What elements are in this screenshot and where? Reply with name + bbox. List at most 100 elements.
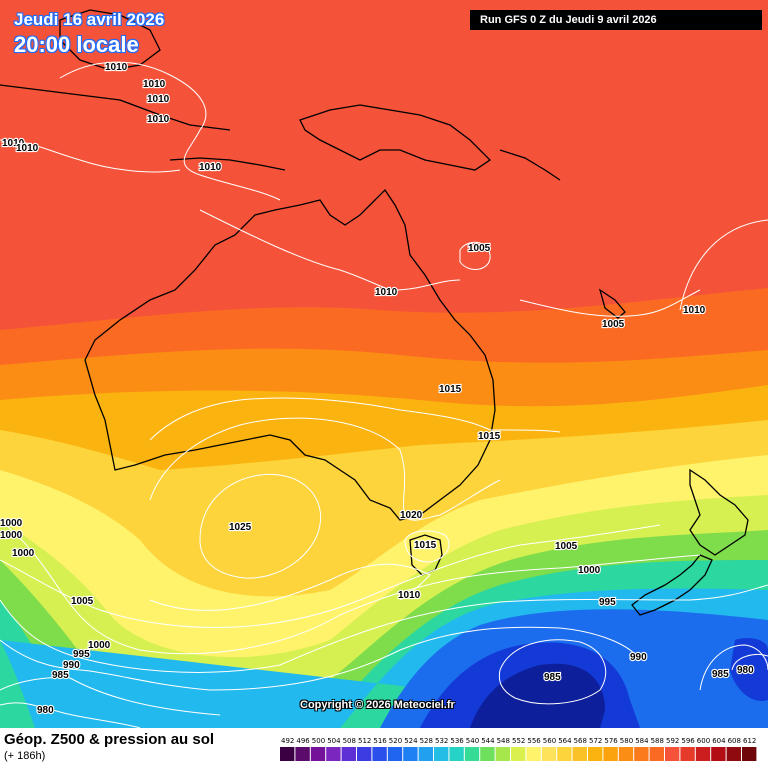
isobar-label: 1000 bbox=[0, 518, 23, 529]
scale-tick-label: 512 bbox=[358, 737, 371, 745]
scale-swatch bbox=[557, 747, 572, 761]
scale-tick-label: 584 bbox=[635, 737, 649, 745]
scale-tick-label: 612 bbox=[743, 737, 756, 745]
scale-tick-label: 540 bbox=[466, 737, 479, 745]
isobar-1005-east bbox=[519, 289, 701, 317]
isobar-1000-south bbox=[0, 519, 701, 655]
scale-tick-label: 568 bbox=[574, 737, 587, 745]
scale-swatch bbox=[372, 747, 387, 761]
isobar-label: 1010 bbox=[143, 79, 166, 90]
scale-swatch bbox=[618, 747, 634, 761]
isobar-label: 995 bbox=[599, 597, 616, 608]
indonesia-coast-1 bbox=[0, 84, 231, 131]
map-canvas: 1010 1010 1010 1010 1010 1010 1010 1005 … bbox=[0, 0, 768, 728]
scale-tick-label: 552 bbox=[512, 737, 525, 745]
scale-tick-label: 604 bbox=[712, 737, 726, 745]
isobar-label: 1015 bbox=[439, 384, 462, 395]
isobar-985-east bbox=[699, 644, 768, 691]
scale-tick-label: 580 bbox=[620, 737, 633, 745]
isobar-980-southwest bbox=[0, 702, 141, 728]
isobar-1005-south bbox=[0, 524, 661, 628]
scale-swatch bbox=[742, 747, 757, 761]
scale-swatch bbox=[572, 747, 587, 761]
scale-tick-label: 520 bbox=[389, 737, 402, 745]
scale-tick-label: 592 bbox=[666, 737, 679, 745]
isobar-990-south bbox=[0, 626, 641, 691]
scale-tick-label: 536 bbox=[450, 737, 464, 745]
scale-swatch bbox=[526, 747, 541, 761]
scale-swatch bbox=[464, 747, 480, 761]
scale-swatch bbox=[403, 747, 418, 761]
isobar-label: 985 bbox=[712, 669, 729, 680]
scale-tick-label: 560 bbox=[543, 737, 556, 745]
isobar-label: 1010 bbox=[2, 138, 25, 149]
isobar-label-layer: 1010 1010 1010 1010 1010 1010 1010 1005 … bbox=[0, 61, 755, 717]
scale-swatch bbox=[280, 747, 295, 761]
scale-swatch bbox=[541, 747, 557, 761]
scale-tick-label: 496 bbox=[296, 737, 310, 745]
new-caledonia-coast bbox=[598, 288, 626, 319]
scale-swatch bbox=[665, 747, 680, 761]
isobar-980-east bbox=[731, 654, 768, 671]
scale-swatch bbox=[434, 747, 449, 761]
isobar-label: 990 bbox=[630, 652, 647, 663]
isobar-1010-south bbox=[149, 563, 431, 611]
scale-tick-label: 588 bbox=[651, 737, 664, 745]
map-footer: Géop. Z500 & pression au sol (+ 186h) 49… bbox=[0, 728, 768, 768]
scale-swatch bbox=[726, 747, 741, 761]
scale-tick-label: 504 bbox=[327, 737, 341, 745]
scale-tick-label: 524 bbox=[404, 737, 418, 745]
scale-swatch bbox=[711, 747, 726, 761]
forecast-lead-time: (+ 186h) bbox=[4, 750, 46, 762]
scale-swatch bbox=[449, 747, 464, 761]
isobar-1025 bbox=[199, 473, 322, 579]
isobar-label: 1000 bbox=[0, 530, 23, 541]
scale-swatch bbox=[649, 747, 664, 761]
scale-tick-label: 492 bbox=[281, 737, 294, 745]
copyright-notice: Copyright © 2026 Meteociel.fr bbox=[300, 699, 455, 711]
isobar-1010-east bbox=[679, 219, 768, 311]
isobar-label: 1010 bbox=[199, 162, 222, 173]
chart-title: Géop. Z500 & pression au sol bbox=[4, 731, 215, 748]
isobars bbox=[0, 61, 768, 728]
isobar-label: 1000 bbox=[578, 565, 601, 576]
scale-tick-label: 548 bbox=[497, 737, 510, 745]
isobar-label: 1015 bbox=[478, 431, 501, 442]
isobar-label: 1000 bbox=[88, 640, 111, 651]
isobar-1015 bbox=[149, 397, 561, 441]
isobar-label: 1000 bbox=[12, 548, 35, 559]
isobar-label: 1005 bbox=[555, 541, 578, 552]
isobar-label: 985 bbox=[52, 670, 69, 681]
scale-swatch bbox=[387, 747, 403, 761]
scale-swatch bbox=[634, 747, 649, 761]
isobar-label: 1015 bbox=[414, 540, 437, 551]
scale-swatch bbox=[341, 747, 356, 761]
isobar-label: 1010 bbox=[105, 62, 128, 73]
color-scale-legend: 492 496 500 504 508 512 516 520 524 528 532 536 540 5… bbox=[280, 737, 757, 761]
isobar-985-low bbox=[498, 639, 607, 705]
isobar-1015-tas bbox=[404, 530, 450, 563]
isobar-1010-central bbox=[199, 209, 461, 291]
isobar-label: 990 bbox=[63, 660, 80, 671]
borneo-coast bbox=[59, 9, 161, 71]
isobar-label: 980 bbox=[37, 705, 54, 716]
scale-tick-label: 576 bbox=[604, 737, 618, 745]
isobar-1010-north bbox=[59, 61, 281, 201]
scale-tick-label: 500 bbox=[312, 737, 325, 745]
isobar-1005-loop bbox=[459, 241, 491, 270]
nz-north-coast bbox=[689, 468, 749, 556]
isobar-label: 1010 bbox=[398, 590, 421, 601]
solomon-coast bbox=[499, 149, 561, 181]
weather-map: 1010 1010 1010 1010 1010 1010 1010 1005 … bbox=[0, 0, 768, 728]
isobar-label: 1010 bbox=[147, 94, 170, 105]
scale-swatch bbox=[310, 747, 326, 761]
isobar-1020 bbox=[149, 417, 501, 521]
isobar-label: 1005 bbox=[602, 319, 625, 330]
scale-tick-label: 532 bbox=[435, 737, 448, 745]
isobar-label: 1010 bbox=[683, 305, 706, 316]
model-run-banner: Run GFS 0 Z du Jeudi 9 avril 2026 bbox=[470, 10, 762, 30]
scale-swatch bbox=[418, 747, 433, 761]
scale-swatch bbox=[695, 747, 711, 761]
isobar-label: 1010 bbox=[16, 143, 39, 154]
nz-south-coast bbox=[631, 554, 713, 616]
